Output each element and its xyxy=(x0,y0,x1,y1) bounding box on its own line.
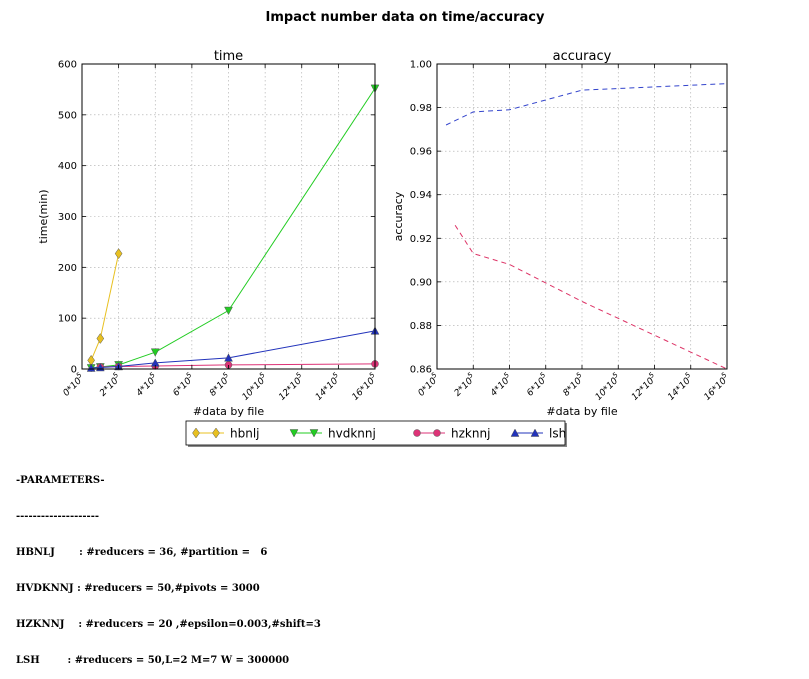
time-chart-title: time xyxy=(214,49,243,64)
accuracy-y-tick-label: 0.86 xyxy=(410,365,432,376)
time-x-tick-label: 10*105 xyxy=(239,371,271,403)
time-y-axis-label: time(min) xyxy=(37,189,50,243)
accuracy-x-tick-label: 16*105 xyxy=(700,371,732,403)
time-y-tick-label: 100 xyxy=(58,314,77,325)
time-x-tick-label: 16*105 xyxy=(348,371,380,403)
parameters-heading: -PARAMETERS- xyxy=(16,475,105,486)
accuracy-y-tick-label: 0.94 xyxy=(410,190,432,201)
time-hvdknnj-point xyxy=(150,348,160,357)
time-hbnlj-point xyxy=(114,248,123,260)
time-x-tick-label: 8*105 xyxy=(206,371,234,399)
time-y-tick-label: 0 xyxy=(71,365,77,376)
time-lsh-point xyxy=(86,363,96,372)
parameters-block: -PARAMETERS- -------------------- HBNLJ … xyxy=(16,451,321,679)
time-x-tick-label: 4*105 xyxy=(133,371,161,399)
parameters-line-hzknnj: HZKNNJ : #reducers = 20 ,#epsilon=0.003,… xyxy=(16,619,321,630)
accuracy-x-tick-label: 10*105 xyxy=(592,371,624,403)
time-y-tick-label: 500 xyxy=(58,110,77,121)
accuracy-x-tick-label: 2*105 xyxy=(451,371,479,399)
legend: hbnlj hvdknnj hzknnj lsh xyxy=(185,420,567,447)
legend-hvdknnj-marker xyxy=(289,429,299,438)
time-x-tick-label: 12*105 xyxy=(275,371,307,403)
accuracy-chart-panel: 0*1052*1054*1056*1058*10510*10512*10514*… xyxy=(392,49,732,418)
parameters-line-hvdknnj: HVDKNNJ : #reducers = 50,#pivots = 3000 xyxy=(16,583,260,594)
accuracy-x-tick-label: 14*105 xyxy=(664,371,696,403)
accuracy-series-1-line xyxy=(445,83,728,126)
accuracy-y-axis-label: accuracy xyxy=(392,191,405,241)
accuracy-x-tick-label: 8*105 xyxy=(559,371,587,399)
accuracy-y-tick-label: 0.96 xyxy=(410,147,432,158)
figure-title: Impact number data on time/accuracy xyxy=(266,10,545,25)
time-hbnlj-point xyxy=(96,333,105,344)
legend-box xyxy=(185,420,566,446)
legend-hzknnj-marker xyxy=(413,429,421,437)
legend-hbnlj-label: hbnlj xyxy=(230,427,260,441)
accuracy-y-tick-label: 1.00 xyxy=(410,60,432,71)
figure: Impact number data on time/accuracy 0*10… xyxy=(37,10,732,447)
accuracy-chart-title: accuracy xyxy=(553,49,612,64)
legend-hvdknnj-label: hvdknnj xyxy=(328,427,376,441)
time-y-tick-label: 600 xyxy=(58,60,77,71)
time-x-tick-label: 2*105 xyxy=(96,371,124,399)
legend-hzknnj-marker xyxy=(433,429,441,437)
accuracy-y-tick-label: 0.88 xyxy=(410,321,432,332)
legend-lsh-marker xyxy=(510,428,520,437)
time-x-tick-label: 14*105 xyxy=(312,371,344,403)
accuracy-y-tick-label: 0.90 xyxy=(410,277,432,288)
legend-hbnlj-marker xyxy=(192,427,200,439)
time-lsh-point xyxy=(224,353,233,362)
accuracy-x-tick-label: 4*105 xyxy=(487,371,515,399)
legend-hvdknnj-marker xyxy=(309,429,319,438)
accuracy-x-axis-label: #data by file xyxy=(546,405,617,418)
accuracy-y-tick-label: 0.92 xyxy=(410,234,432,245)
time-y-tick-label: 200 xyxy=(58,263,77,274)
legend-hbnlj-marker xyxy=(212,427,220,439)
accuracy-x-tick-label: 12*105 xyxy=(628,371,660,403)
legend-lsh-marker xyxy=(530,428,540,437)
legend-hzknnj-label: hzknnj xyxy=(451,427,490,441)
accuracy-y-tick-label: 0.98 xyxy=(410,103,432,114)
parameters-line-hbnlj: HBNLJ : #reducers = 36, #partition = 6 xyxy=(16,547,268,558)
parameters-divider: -------------------- xyxy=(16,511,100,522)
parameters-line-lsh: LSH : #reducers = 50,L=2 M=7 W = 300000 xyxy=(16,655,290,666)
legend-lsh-label: lsh xyxy=(549,427,566,441)
accuracy-series-2-line xyxy=(454,224,728,370)
time-chart-panel: 0*1052*1054*1056*1058*10510*10512*10514*… xyxy=(37,49,380,418)
accuracy-x-tick-label: 6*105 xyxy=(523,371,551,399)
time-hvdknnj-point xyxy=(224,306,233,316)
time-y-tick-label: 400 xyxy=(58,161,77,172)
time-x-axis-label: #data by file xyxy=(193,405,264,418)
time-y-tick-label: 300 xyxy=(58,212,77,223)
time-x-tick-label: 6*105 xyxy=(169,371,197,399)
